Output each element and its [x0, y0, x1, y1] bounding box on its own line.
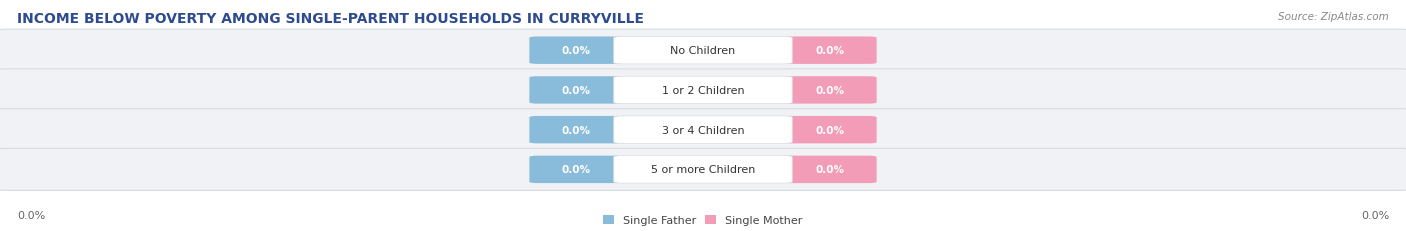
Text: 1 or 2 Children: 1 or 2 Children [662, 85, 744, 95]
Legend: Single Father, Single Mother: Single Father, Single Mother [603, 215, 803, 225]
FancyBboxPatch shape [614, 77, 793, 104]
FancyBboxPatch shape [614, 156, 793, 183]
Text: 0.0%: 0.0% [562, 125, 591, 135]
FancyBboxPatch shape [614, 37, 793, 65]
Text: Source: ZipAtlas.com: Source: ZipAtlas.com [1278, 12, 1389, 21]
FancyBboxPatch shape [0, 109, 1406, 151]
FancyBboxPatch shape [782, 116, 877, 144]
FancyBboxPatch shape [530, 156, 624, 183]
Text: 0.0%: 0.0% [815, 165, 844, 175]
FancyBboxPatch shape [530, 37, 624, 65]
Text: 0.0%: 0.0% [815, 46, 844, 56]
FancyBboxPatch shape [530, 77, 624, 104]
FancyBboxPatch shape [530, 116, 624, 144]
Text: 0.0%: 0.0% [562, 85, 591, 95]
Text: 0.0%: 0.0% [815, 125, 844, 135]
FancyBboxPatch shape [0, 149, 1406, 191]
Text: 0.0%: 0.0% [562, 46, 591, 56]
Text: 0.0%: 0.0% [1361, 210, 1389, 220]
Text: 0.0%: 0.0% [562, 165, 591, 175]
FancyBboxPatch shape [614, 116, 793, 144]
Text: INCOME BELOW POVERTY AMONG SINGLE-PARENT HOUSEHOLDS IN CURRYVILLE: INCOME BELOW POVERTY AMONG SINGLE-PARENT… [17, 12, 644, 25]
FancyBboxPatch shape [782, 37, 877, 65]
Text: 0.0%: 0.0% [815, 85, 844, 95]
Text: No Children: No Children [671, 46, 735, 56]
Text: 0.0%: 0.0% [17, 210, 45, 220]
Text: 5 or more Children: 5 or more Children [651, 165, 755, 175]
FancyBboxPatch shape [0, 70, 1406, 112]
FancyBboxPatch shape [0, 30, 1406, 72]
Text: 3 or 4 Children: 3 or 4 Children [662, 125, 744, 135]
FancyBboxPatch shape [782, 156, 877, 183]
FancyBboxPatch shape [782, 77, 877, 104]
